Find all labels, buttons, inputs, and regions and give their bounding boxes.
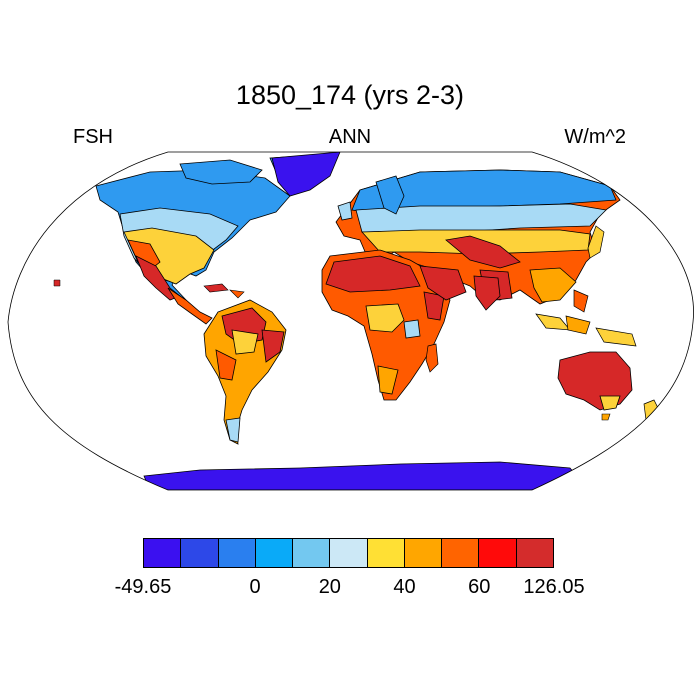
colorbar-segment [144,539,182,567]
colorbar-segment [218,539,256,567]
madagascar [425,343,439,373]
colorbar-segment [367,539,405,567]
caribbean-islands [203,283,245,299]
southeast-asia-islands [535,289,637,347]
japan [587,225,605,259]
north-america [95,169,291,325]
colorbar [143,538,554,568]
colorbar-segment [330,539,368,567]
colorbar-segment [404,539,443,567]
colorbar-tick-label: 0 [249,576,261,598]
colorbar-tick-label: 126.05 [523,576,585,598]
tasmania [601,413,611,421]
colorbar-segment [516,539,553,567]
colorbar-segment [293,539,331,567]
season-label: ANN [328,126,372,148]
arabia-india [419,265,501,311]
colorbar-tick-label: 20 [318,576,341,598]
colorbar-segment [181,539,219,567]
colorbar-segment [255,539,294,567]
colorbar-segment [479,539,517,567]
map-boundary [7,151,694,491]
colorbar-tick-label: 40 [393,576,416,598]
south-america [203,299,287,445]
figure-title: 1850_174 (yrs 2-3) [235,80,465,110]
hawaii [53,279,61,287]
colorbar-segment [442,539,480,567]
northern-europe [337,175,405,221]
greenland [271,152,341,197]
units-label: W/m^2 [564,126,626,148]
colorbar-tick-label: 60 [468,576,491,598]
eurasia [335,169,621,305]
colorbar-tick-label: -49.65 [114,576,172,598]
antarctica [143,461,581,490]
australia [557,351,633,411]
variable-label: FSH [73,126,113,148]
